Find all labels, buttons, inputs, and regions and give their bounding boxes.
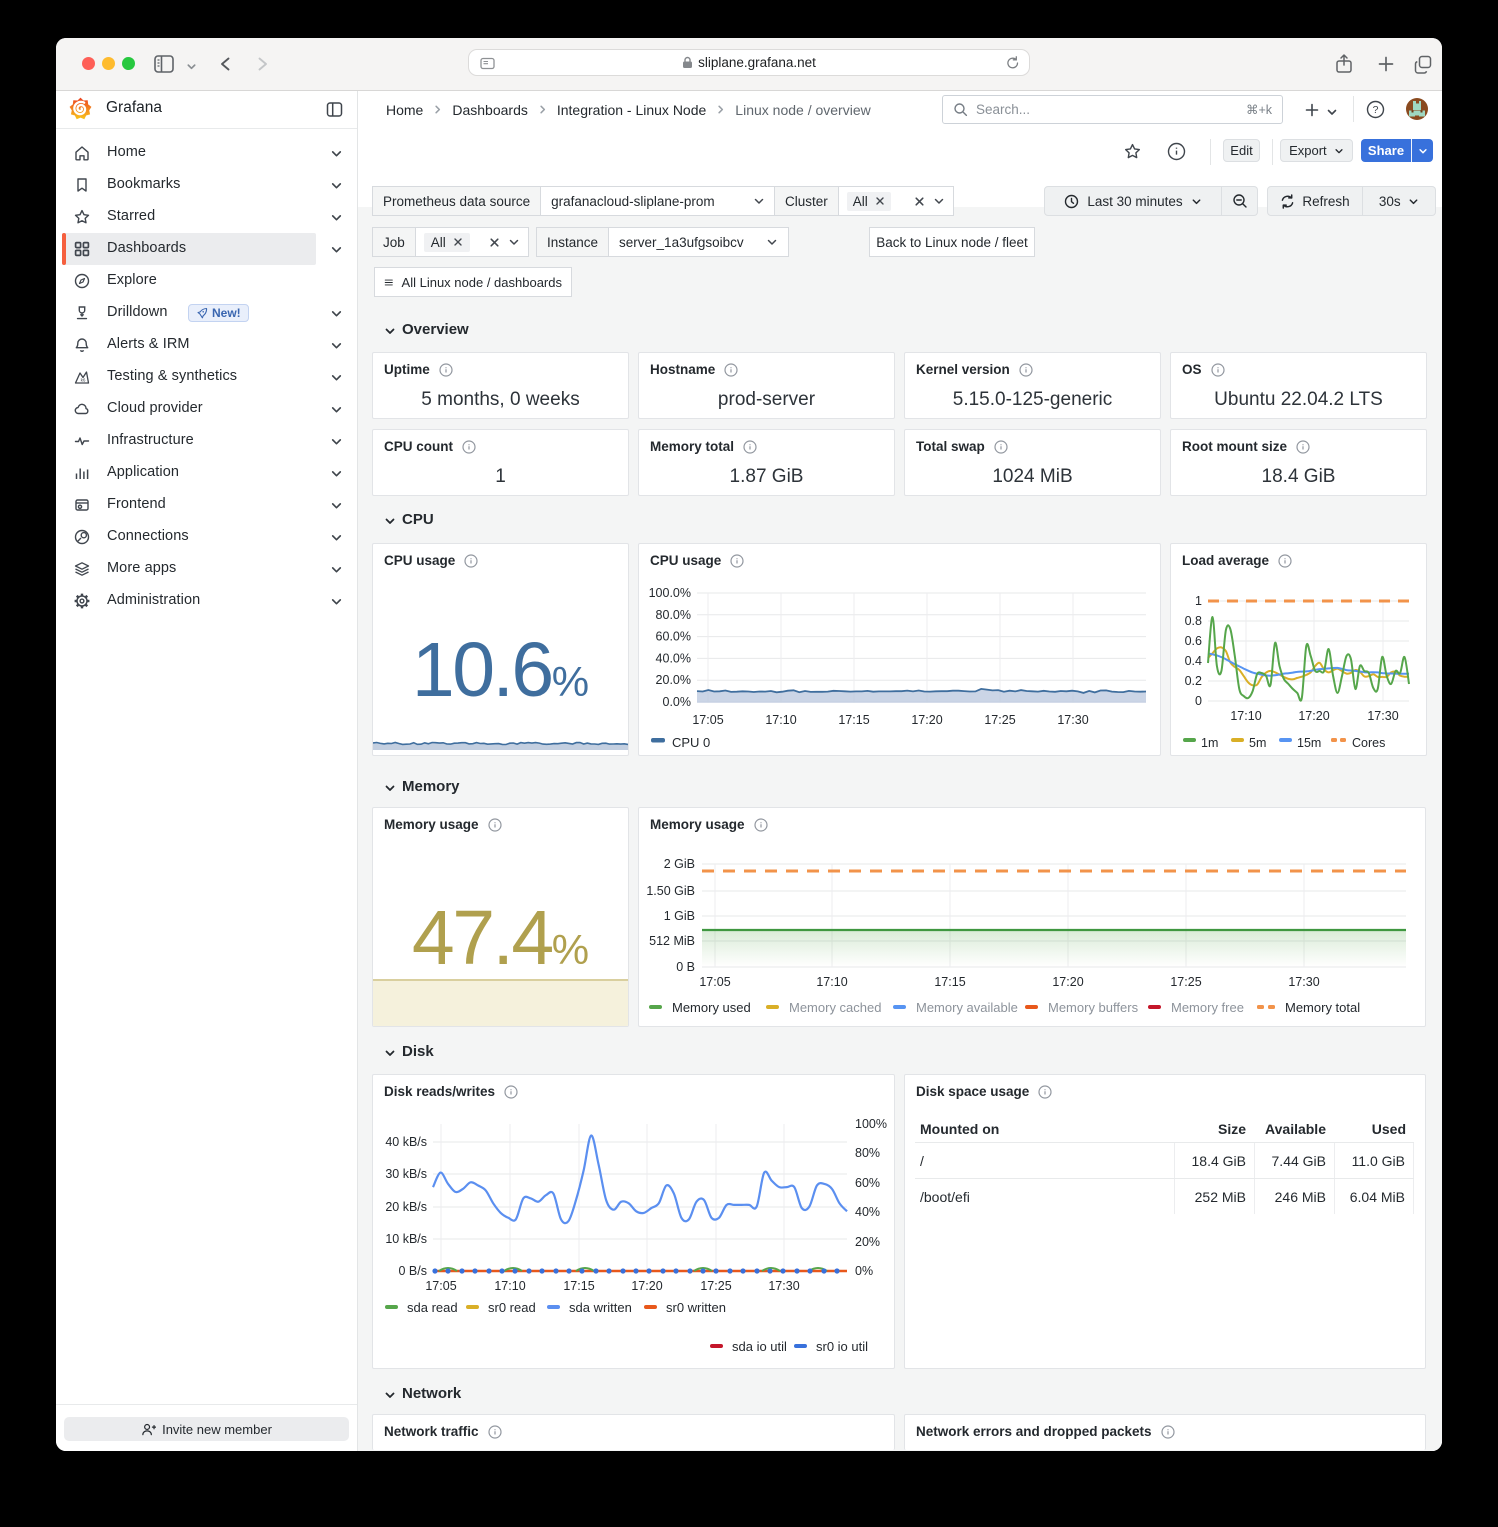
svg-text:sr0 read: sr0 read — [488, 1300, 536, 1315]
svg-text:5m: 5m — [1249, 736, 1266, 750]
svg-text:100.0%: 100.0% — [649, 586, 691, 600]
svg-text:20.0%: 20.0% — [656, 673, 691, 687]
svg-text:17:20: 17:20 — [1298, 709, 1329, 723]
svg-text:1: 1 — [1195, 594, 1202, 608]
svg-text:1 GiB: 1 GiB — [664, 909, 695, 923]
svg-text:80%: 80% — [855, 1146, 880, 1160]
svg-text:17:10: 17:10 — [816, 975, 847, 989]
svg-text:512 MiB: 512 MiB — [649, 934, 695, 948]
svg-text:sr0 io util: sr0 io util — [816, 1339, 868, 1354]
svg-text:17:30: 17:30 — [1288, 975, 1319, 989]
svg-text:17:20: 17:20 — [911, 713, 942, 727]
svg-text:Cores: Cores — [1352, 736, 1385, 750]
svg-text:0 B/s: 0 B/s — [399, 1264, 428, 1278]
svg-text:CPU 0: CPU 0 — [672, 735, 710, 750]
svg-text:80.0%: 80.0% — [656, 608, 691, 622]
svg-text:17:10: 17:10 — [765, 713, 796, 727]
svg-text:20 kB/s: 20 kB/s — [385, 1200, 427, 1214]
svg-text:1m: 1m — [1201, 736, 1218, 750]
svg-text:17:15: 17:15 — [838, 713, 869, 727]
svg-text:17:05: 17:05 — [425, 1279, 456, 1293]
svg-text:17:20: 17:20 — [1052, 975, 1083, 989]
svg-text:Memory used: Memory used — [672, 1000, 751, 1015]
svg-text:17:10: 17:10 — [494, 1279, 525, 1293]
svg-text:0.2: 0.2 — [1185, 674, 1202, 688]
svg-text:2 GiB: 2 GiB — [664, 857, 695, 871]
svg-text:sda written: sda written — [569, 1300, 632, 1315]
svg-text:sda io util: sda io util — [732, 1339, 787, 1354]
svg-text:100%: 100% — [855, 1117, 887, 1131]
svg-text:40.0%: 40.0% — [656, 651, 691, 665]
svg-text:17:05: 17:05 — [699, 975, 730, 989]
svg-text:0.4: 0.4 — [1185, 654, 1202, 668]
svg-text:17:25: 17:25 — [700, 1279, 731, 1293]
svg-text:30 kB/s: 30 kB/s — [385, 1167, 427, 1181]
svg-text:15m: 15m — [1297, 736, 1321, 750]
svg-text:60.0%: 60.0% — [656, 630, 691, 644]
svg-text:k6: k6 — [81, 377, 86, 382]
svg-text:0 B: 0 B — [676, 960, 695, 974]
svg-text:17:30: 17:30 — [1367, 709, 1398, 723]
svg-text:Memory available: Memory available — [916, 1000, 1018, 1015]
svg-text:Memory total: Memory total — [1285, 1000, 1360, 1015]
svg-text:17:10: 17:10 — [1230, 709, 1261, 723]
svg-text:60%: 60% — [855, 1176, 880, 1190]
svg-text:10 kB/s: 10 kB/s — [385, 1232, 427, 1246]
svg-text:17:05: 17:05 — [692, 713, 723, 727]
svg-text:0.8: 0.8 — [1185, 614, 1202, 628]
svg-text:0.6: 0.6 — [1185, 634, 1202, 648]
svg-text:17:30: 17:30 — [1057, 713, 1088, 727]
svg-text:sda read: sda read — [407, 1300, 458, 1315]
svg-text:?: ? — [1373, 104, 1379, 116]
svg-text:sr0 written: sr0 written — [666, 1300, 726, 1315]
svg-text:17:15: 17:15 — [563, 1279, 594, 1293]
svg-text:17:30: 17:30 — [768, 1279, 799, 1293]
svg-text:Memory buffers: Memory buffers — [1048, 1000, 1139, 1015]
svg-text:0.0%: 0.0% — [663, 695, 692, 709]
svg-text:1.50 GiB: 1.50 GiB — [646, 884, 695, 898]
svg-text:17:20: 17:20 — [631, 1279, 662, 1293]
svg-text:17:25: 17:25 — [984, 713, 1015, 727]
svg-text:17:25: 17:25 — [1170, 975, 1201, 989]
svg-text:40%: 40% — [855, 1205, 880, 1219]
svg-text:0%: 0% — [855, 1264, 873, 1278]
svg-text:20%: 20% — [855, 1235, 880, 1249]
svg-text:40 kB/s: 40 kB/s — [385, 1135, 427, 1149]
svg-text:Memory free: Memory free — [1171, 1000, 1244, 1015]
svg-text:Memory cached: Memory cached — [789, 1000, 881, 1015]
svg-text:0: 0 — [1195, 694, 1202, 708]
svg-text:17:15: 17:15 — [934, 975, 965, 989]
